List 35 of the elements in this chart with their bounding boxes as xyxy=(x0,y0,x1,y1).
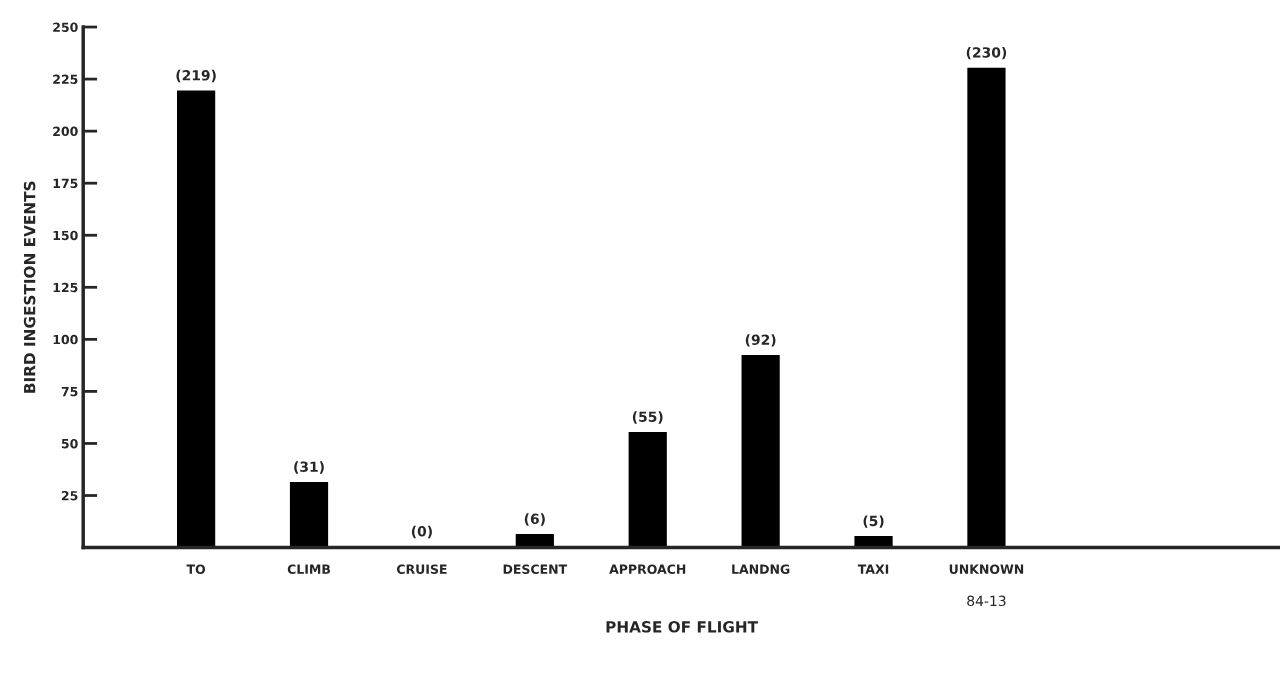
y-axis-title: BIRD INGESTION EVENTS xyxy=(23,181,36,393)
bar xyxy=(854,536,893,548)
y-tick-label: 75 xyxy=(61,387,78,397)
x-tick-label: TAXI xyxy=(857,564,889,574)
data-label: (219) xyxy=(176,69,216,83)
data-label: (55) xyxy=(632,411,663,424)
y-tick-label: 25 xyxy=(61,490,78,501)
x-tick-label: DESCENT xyxy=(503,564,568,574)
data-label: (92) xyxy=(745,334,776,347)
y-tick-label: 150 xyxy=(53,230,78,241)
bar xyxy=(741,354,780,548)
y-tick-label: 200 xyxy=(53,126,78,137)
y-tick-label: 125 xyxy=(53,282,78,293)
bar xyxy=(628,432,667,548)
y-tick-label: 225 xyxy=(53,74,78,85)
bar xyxy=(177,90,216,548)
data-label: (230) xyxy=(966,46,1007,60)
x-tick-label: LANDNG xyxy=(732,564,790,574)
bar xyxy=(289,481,329,548)
data-label: (0) xyxy=(411,525,432,539)
x-tick-label: APPROACH xyxy=(609,564,686,574)
x-tick-label: TO xyxy=(186,564,206,574)
y-tick-label: 175 xyxy=(53,178,78,189)
x-axis-title: PHASE OF FLIGHT xyxy=(606,621,758,633)
data-label: (31) xyxy=(294,461,324,474)
y-tick-label: 100 xyxy=(53,334,78,345)
y-tick-label: 250 xyxy=(53,22,78,32)
text: 84-13 xyxy=(967,595,1006,607)
x-tick-label: CRUISE xyxy=(396,564,447,574)
y-tick-label: 50 xyxy=(61,438,78,449)
x-tick-label: CLIMB xyxy=(287,564,331,574)
data-label: (5) xyxy=(863,515,884,528)
bar xyxy=(967,67,1006,548)
x-tick-label: UNKNOWN xyxy=(949,564,1024,574)
data-label: (6) xyxy=(524,513,545,526)
